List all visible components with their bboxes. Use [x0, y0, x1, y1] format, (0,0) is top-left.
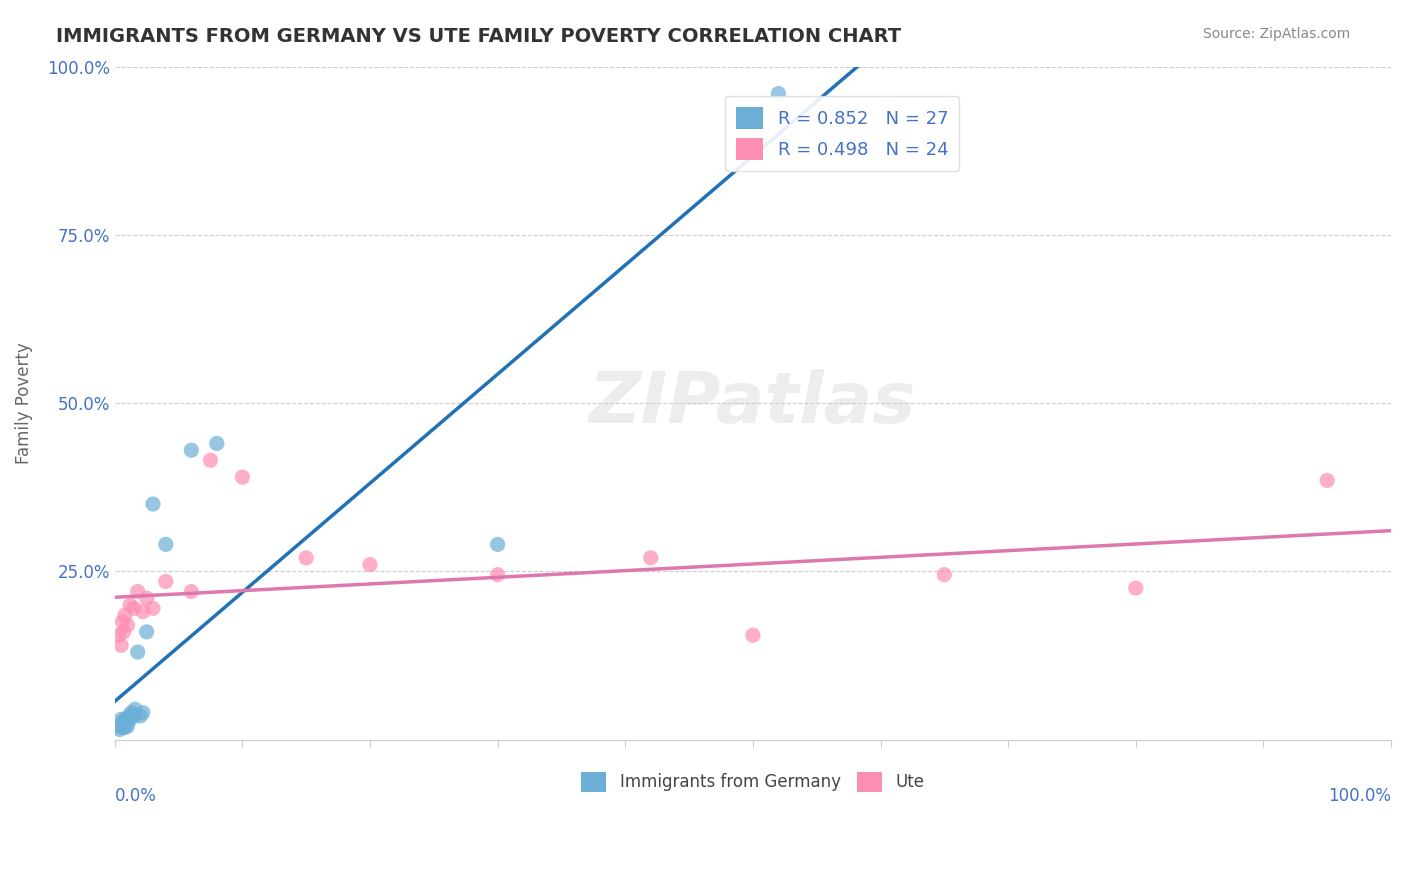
Ute — [112, 624, 135, 639]
Ute — [142, 601, 165, 615]
Immigrants from Germany — [135, 624, 157, 639]
Immigrants from Germany — [115, 715, 138, 730]
Ute — [200, 453, 222, 467]
Ute — [110, 638, 132, 652]
Immigrants from Germany — [117, 719, 139, 733]
Ute — [359, 558, 381, 572]
Ute — [120, 598, 142, 612]
Ute — [1316, 474, 1339, 488]
Ute — [117, 618, 139, 632]
Immigrants from Germany — [127, 645, 149, 659]
Immigrants from Germany — [124, 702, 146, 716]
Ute — [107, 628, 129, 642]
Ute — [132, 605, 155, 619]
Ute — [934, 567, 956, 582]
Ute — [180, 584, 202, 599]
Ute — [155, 574, 177, 589]
Ute — [122, 601, 145, 615]
Immigrants from Germany — [155, 537, 177, 551]
Ute — [486, 567, 509, 582]
Ute — [741, 628, 763, 642]
Text: IMMIGRANTS FROM GERMANY VS UTE FAMILY POVERTY CORRELATION CHART: IMMIGRANTS FROM GERMANY VS UTE FAMILY PO… — [56, 27, 901, 45]
Text: 100.0%: 100.0% — [1329, 787, 1391, 805]
Text: ZIPatlas: ZIPatlas — [589, 368, 917, 438]
Immigrants from Germany — [180, 443, 202, 458]
Immigrants from Germany — [107, 719, 129, 733]
Immigrants from Germany — [108, 723, 131, 737]
Immigrants from Germany — [486, 537, 509, 551]
Immigrants from Germany — [122, 709, 145, 723]
Immigrants from Germany — [129, 709, 152, 723]
Immigrants from Germany — [112, 719, 135, 733]
Immigrants from Germany — [120, 712, 142, 726]
Ute — [640, 550, 662, 565]
Immigrants from Germany — [110, 712, 132, 726]
Immigrants from Germany — [111, 715, 134, 730]
Immigrants from Germany — [114, 721, 136, 735]
Immigrants from Germany — [120, 706, 142, 720]
Immigrants from Germany — [142, 497, 165, 511]
Ute — [111, 615, 134, 629]
Immigrants from Germany — [768, 87, 790, 101]
Ute — [127, 584, 149, 599]
Immigrants from Germany — [132, 706, 155, 720]
Ute — [114, 608, 136, 623]
Ute — [231, 470, 253, 484]
Immigrants from Germany — [111, 721, 134, 735]
Ute — [295, 550, 318, 565]
Ute — [1125, 581, 1147, 595]
Immigrants from Germany — [205, 436, 228, 450]
Immigrants from Germany — [112, 718, 135, 732]
Immigrants from Germany — [117, 714, 139, 728]
Y-axis label: Family Poverty: Family Poverty — [15, 343, 32, 464]
Text: Source: ZipAtlas.com: Source: ZipAtlas.com — [1202, 27, 1350, 41]
Immigrants from Germany — [114, 712, 136, 726]
Text: 0.0%: 0.0% — [115, 787, 156, 805]
Ute — [135, 591, 157, 606]
Legend: Immigrants from Germany, Ute: Immigrants from Germany, Ute — [575, 764, 931, 798]
Immigrants from Germany — [118, 709, 141, 723]
